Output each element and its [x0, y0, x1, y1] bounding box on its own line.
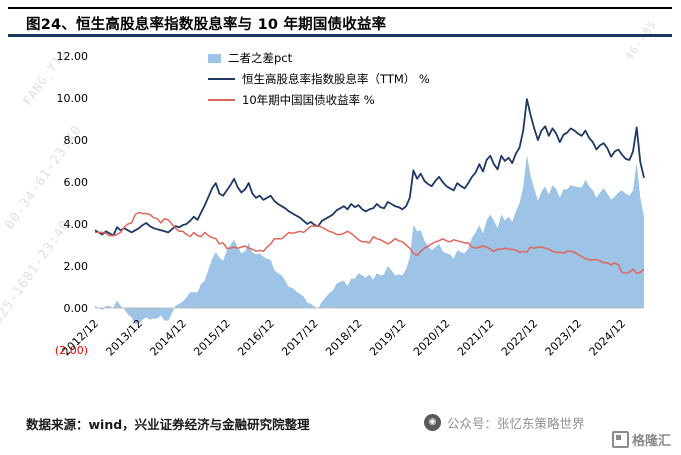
gelonghui-logo-icon [611, 431, 629, 448]
wechat-account-logo-icon: ◉ [424, 414, 441, 431]
gelonghui-logo: 格隆汇 [611, 430, 671, 449]
legend-label: 恒生高股息率指数股息率（TTM） % [242, 72, 430, 86]
gelonghui-logo-label: 格隆汇 [631, 434, 671, 449]
x-tick-label: 2013/12 [104, 317, 146, 359]
chart-plot-area: 12.0010.008.006.004.002.000.00(2.00)2012… [55, 50, 645, 359]
y-tick-label: (2.00) [55, 344, 88, 357]
difference-area-series [95, 154, 644, 324]
y-tick-label: 4.00 [64, 218, 89, 231]
x-tick-label: 2022/12 [499, 317, 541, 359]
legend-item-dividend-yield: 恒生高股息率指数股息率（TTM） % [208, 71, 430, 87]
x-tick-label: 2014/12 [147, 317, 189, 359]
x-tick-label: 2016/12 [235, 317, 277, 359]
y-tick-label: 0.00 [64, 302, 89, 315]
x-tick-label: 2024/12 [587, 317, 629, 359]
x-tick-label: 2021/12 [455, 317, 497, 359]
y-tick-label: 12.00 [57, 50, 89, 63]
top-border-rule [8, 7, 672, 9]
y-tick-label: 6.00 [64, 176, 89, 189]
x-tick-label: 2015/12 [191, 317, 233, 359]
wechat-account-note: ◉ 公众号：张忆东策略世界 [424, 413, 585, 432]
title-underline-rule [8, 34, 672, 37]
x-tick-label: 2020/12 [411, 317, 453, 359]
bond-yield-line-series [95, 211, 645, 275]
data-source-note: 数据来源：wind，兴业证券经济与金融研究院整理 [26, 417, 310, 432]
x-tick-label: 2019/12 [367, 317, 409, 359]
legend-item-diff: 二者之差pct [208, 50, 430, 66]
y-tick-label: 8.00 [64, 134, 89, 147]
x-tick-label: 2018/12 [323, 317, 365, 359]
line-swatch-icon [208, 78, 235, 80]
wechat-account-label: 公众号：张忆东策略世界 [447, 416, 585, 431]
legend-item-bond-yield: 10年期中国国债收益率 % [208, 92, 430, 108]
y-tick-label: 2.00 [64, 260, 89, 273]
x-tick-label: 2017/12 [279, 317, 321, 359]
page-title: 图24、恒生高股息率指数股息率与 10 年期国债收益率 [26, 17, 387, 33]
y-tick-label: 10.00 [57, 92, 89, 105]
area-swatch-icon [208, 53, 221, 63]
legend-label: 10年期中国国债收益率 % [242, 93, 375, 107]
chart-legend: 二者之差pct 恒生高股息率指数股息率（TTM） % 10年期中国国债收益率 % [208, 50, 430, 108]
legend-label: 二者之差pct [228, 51, 293, 65]
line-swatch-icon [208, 99, 235, 101]
dividend-yield-line-series [94, 98, 645, 237]
x-tick-label: 2023/12 [543, 317, 585, 359]
